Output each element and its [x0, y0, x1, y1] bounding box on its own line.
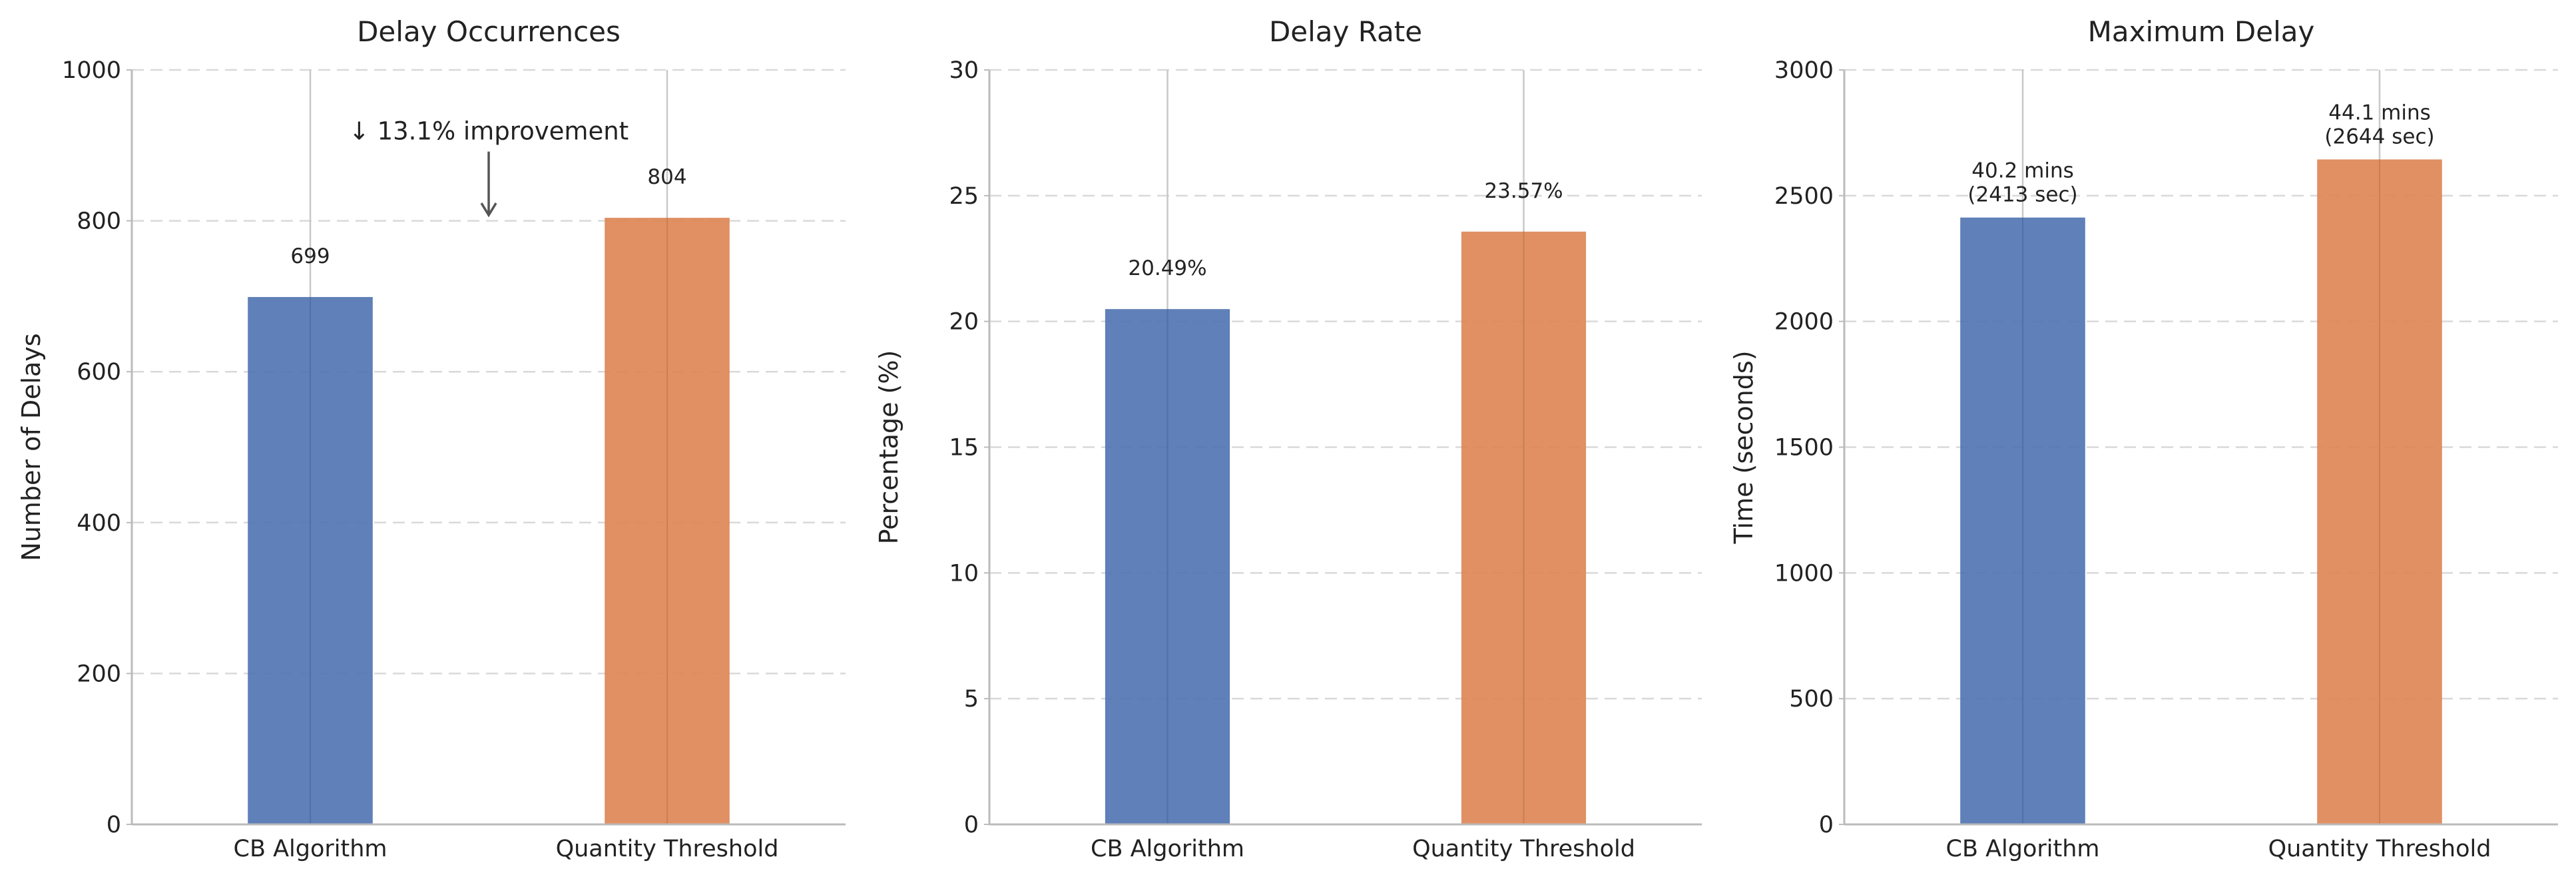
annotation-text: ↓ 13.1% improvement — [349, 117, 629, 146]
y-tick-label: 10 — [949, 560, 979, 587]
data-label: 804 — [647, 165, 686, 189]
y-tick-label: 25 — [949, 183, 979, 210]
y-axis-label: Percentage (%) — [874, 350, 903, 545]
y-tick-label: 800 — [77, 208, 121, 235]
x-tick-label: Quantity Threshold — [556, 836, 779, 862]
chart-panel-1: 699 804 0 200 400 600 800 1000 CB Algorithm Quant… — [17, 15, 846, 862]
bar-cb-algorithm — [1960, 217, 2085, 825]
bar-cb-algorithm — [1105, 309, 1230, 824]
x-tick-label: CB Algorithm — [234, 836, 387, 862]
data-label: 44.1 mins — [2328, 101, 2431, 125]
data-label: (2644 sec) — [2324, 125, 2434, 148]
y-tick-label: 600 — [77, 359, 121, 386]
chart-title: Delay Occurrences — [357, 15, 621, 48]
y-tick-label: 1000 — [62, 57, 121, 84]
y-tick-label: 0 — [1819, 812, 1834, 838]
y-tick-label: 5 — [964, 686, 979, 713]
y-tick-label: 0 — [107, 812, 121, 838]
x-tick-label: Quantity Threshold — [1412, 836, 1635, 862]
x-tick-label: CB Algorithm — [1091, 836, 1244, 862]
chart-panel-2: 20.49% 23.57% 0 5 10 15 20 25 30 CB Algorithm Quan… — [874, 15, 1702, 862]
y-tick-label: 3000 — [1774, 57, 1834, 84]
y-tick-label: 2500 — [1774, 183, 1834, 210]
data-label: 20.49% — [1128, 256, 1206, 280]
data-label: 40.2 mins — [1971, 159, 2074, 183]
bar-quantity-threshold — [605, 218, 730, 824]
x-tick-label: Quantity Threshold — [2268, 836, 2491, 862]
y-tick-label: 200 — [77, 661, 121, 687]
y-tick-label: 30 — [949, 57, 979, 84]
annotation-arrow-head — [480, 202, 497, 218]
data-label: (2413 sec) — [1967, 183, 2077, 207]
y-tick-label: 20 — [949, 309, 979, 336]
y-tick-label: 500 — [1789, 686, 1834, 713]
y-tick-label: 1500 — [1774, 435, 1834, 461]
x-tick-label: CB Algorithm — [1946, 836, 2100, 862]
y-axis-label: Number of Delays — [17, 333, 46, 561]
y-tick-label: 0 — [964, 812, 979, 838]
y-tick-label: 1000 — [1774, 560, 1834, 587]
bar-quantity-threshold — [2317, 159, 2442, 824]
data-label: 23.57% — [1484, 179, 1563, 203]
chart-title: Maximum Delay — [2088, 15, 2315, 48]
y-axis-label: Time (seconds) — [1729, 350, 1758, 544]
data-label: 699 — [290, 244, 330, 268]
chart-panel-3: 40.2 mins(2413 sec) 44.1 mins(2644 sec) 0 5… — [1729, 15, 2558, 862]
bar-cb-algorithm — [248, 297, 373, 825]
y-tick-label: 15 — [949, 435, 979, 461]
y-tick-label: 2000 — [1774, 309, 1834, 336]
chart-title: Delay Rate — [1269, 15, 1422, 48]
y-tick-label: 400 — [77, 510, 121, 537]
bar-quantity-threshold — [1461, 231, 1587, 824]
